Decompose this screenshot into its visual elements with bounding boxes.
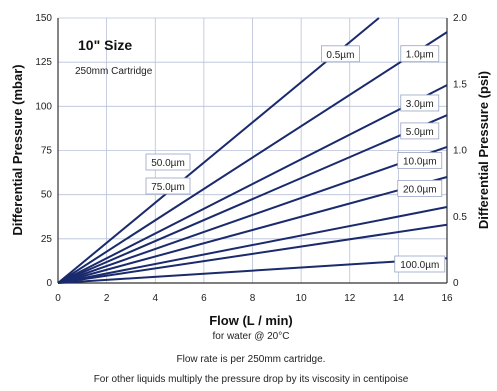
x-tick-label: 16	[441, 293, 453, 304]
y-axis-title: Differential Pressure (mbar)	[10, 64, 25, 235]
y2-tick-label: 0	[453, 278, 459, 289]
footer-note-1: Flow rate is per 250mm cartridge.	[177, 354, 326, 365]
series-line	[57, 223, 448, 284]
series-label-box	[397, 180, 443, 197]
series-label: 10.0µm	[403, 156, 437, 167]
x-tick-label: 12	[344, 293, 356, 304]
tick-labels: 0 2 4 6 8 10 12 14 16025507510012515000.51.01.52…	[35, 13, 467, 304]
x-tick-label: 8	[250, 293, 256, 304]
series-labels: 0.5µm 1.0µm 3.0µm 5.0µm 10.0µm 20.0µm 50.0µm 75…	[145, 45, 446, 273]
series-label: 5.0µm	[406, 127, 434, 138]
series-line	[57, 206, 448, 284]
series-label: 50.0µm	[151, 158, 185, 169]
series-label-box	[321, 45, 360, 63]
series-label-box	[145, 153, 191, 171]
y-tick-label: 125	[35, 57, 52, 68]
series-line	[57, 114, 448, 284]
x-axis-note: for water @ 20°C	[213, 331, 290, 342]
chart-title: 10" Size	[78, 37, 132, 53]
y-tick-label: 25	[41, 234, 53, 245]
series-label: 1.0µm	[406, 50, 434, 61]
y-tick-label: 50	[41, 190, 53, 201]
series-label-box	[400, 45, 440, 63]
y-tick-label: 0	[46, 278, 52, 289]
series-label: 20.0µm	[403, 184, 437, 195]
x-tick-label: 6	[201, 293, 207, 304]
axes	[57, 18, 448, 284]
y-tick-label: 150	[35, 13, 52, 24]
y2-tick-label: 1.0	[453, 146, 467, 157]
y2-tick-label: 2.0	[453, 13, 467, 24]
series-label-box	[145, 177, 191, 195]
y-tick-label: 100	[35, 101, 52, 112]
series-line	[57, 257, 448, 284]
series-label: 0.5µm	[326, 50, 354, 61]
y2-tick-label: 0.5	[453, 212, 467, 223]
series-label: 75.0µm	[151, 182, 185, 193]
x-tick-label: 4	[152, 293, 158, 304]
series-lines	[57, 17, 448, 284]
series-label-box	[394, 255, 446, 273]
series-line	[57, 84, 448, 284]
footer-note-2: For other liquids multiply the pressure …	[94, 374, 409, 385]
x-tick-label: 0	[55, 293, 61, 304]
series-line	[57, 31, 448, 284]
series-line	[57, 146, 448, 284]
x-tick-label: 2	[104, 293, 110, 304]
series-label-box	[400, 94, 440, 112]
chart-subtitle: 250mm Cartridge	[75, 66, 153, 77]
series-label-box	[400, 122, 440, 140]
grid	[57, 17, 448, 284]
series-label: 100.0µm	[400, 260, 439, 271]
y2-axis-title: Differential Pressure (psi)	[476, 71, 491, 229]
x-tick-label: 10	[296, 293, 308, 304]
x-tick-label: 14	[393, 293, 405, 304]
series-label-box	[397, 152, 443, 169]
x-axis-title: Flow (L / min)	[209, 313, 293, 328]
series-line	[57, 176, 448, 284]
y-tick-label: 75	[41, 146, 53, 157]
series-label: 3.0µm	[406, 99, 434, 110]
y2-tick-label: 1.5	[453, 79, 467, 90]
